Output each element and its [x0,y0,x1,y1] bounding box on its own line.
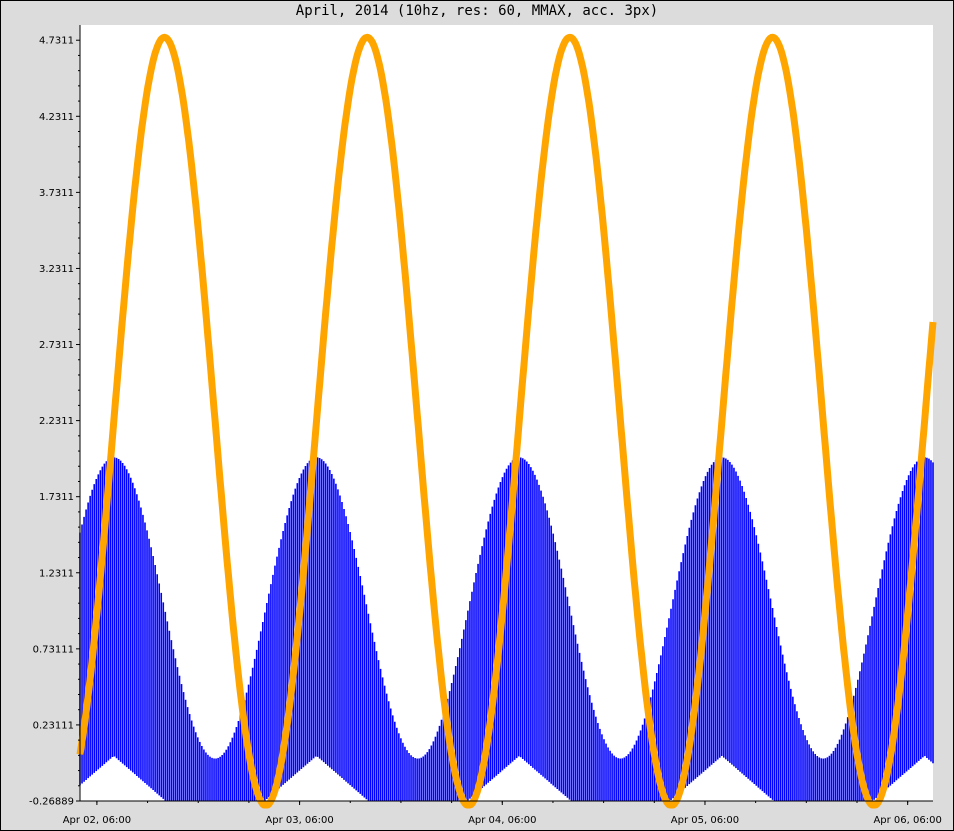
y-tick-label: 2.7311 [39,340,74,351]
y-tick-label: 3.2311 [39,264,74,275]
x-tick-label: Apr 05, 06:00 [671,815,739,826]
y-tick-label: 0.23111 [33,720,74,731]
y-tick-label: 3.7311 [39,188,74,199]
y-tick-label: 4.7311 [39,36,74,47]
x-tick-label: Apr 02, 06:00 [63,815,131,826]
y-axis: 4.7311 4.2311 3.7311 3.2311 2.7311 2.2311 1.73… [29,36,80,808]
x-tick-label: Apr 03, 06:00 [265,815,333,826]
y-tick-label: 1.7311 [39,492,74,503]
y-tick-label: 4.2311 [39,112,74,123]
y-tick-label: 0.73111 [33,644,74,655]
x-axis: Apr 02, 06:00 Apr 03, 06:00 Apr 04, 06:00 A… [63,801,942,826]
y-tick-label: -0.26889 [29,797,74,808]
y-tick-label: 1.2311 [39,568,74,579]
x-tick-label: Apr 06, 06:00 [873,815,941,826]
x-tick-label: Apr 04, 06:00 [468,815,536,826]
y-tick-label: 2.2311 [39,416,74,427]
